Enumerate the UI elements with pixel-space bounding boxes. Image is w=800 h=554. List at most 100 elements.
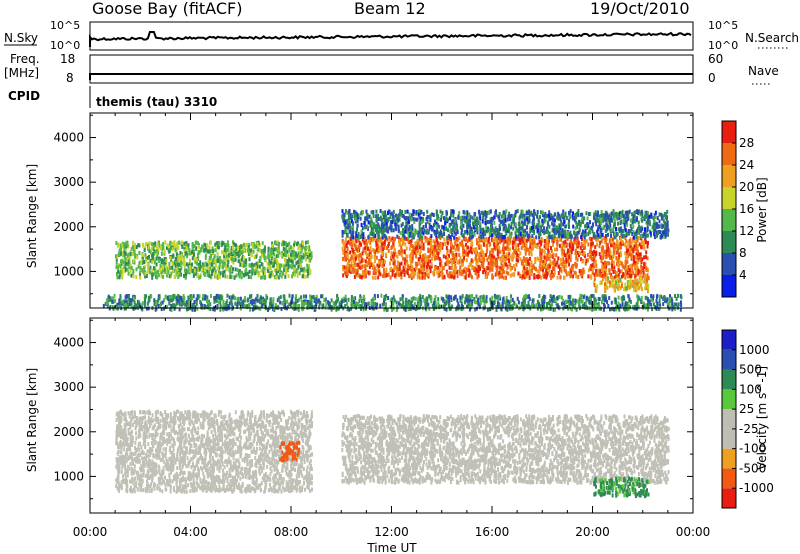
- power-cell: [242, 255, 245, 260]
- power-cell: [363, 236, 366, 241]
- power-cell: [396, 254, 399, 259]
- power-cell: [400, 223, 403, 228]
- power-cell: [117, 269, 120, 274]
- power-cell: [501, 219, 504, 224]
- power-cell: [559, 262, 562, 267]
- power-cell: [400, 275, 403, 280]
- power-cell: [151, 260, 154, 265]
- power-cell: [546, 244, 548, 249]
- power-cell: [302, 255, 305, 260]
- power-cell: [286, 249, 289, 254]
- power-cell: [156, 241, 159, 246]
- power-cell: [533, 225, 536, 230]
- power-cell: [538, 235, 541, 240]
- power-cell: [566, 233, 569, 237]
- power-cell: [380, 245, 383, 250]
- power-cell: [429, 269, 432, 274]
- power-cell: [282, 240, 285, 245]
- power-cell: [356, 262, 359, 267]
- power-cell: [220, 243, 223, 248]
- power-cell: [232, 260, 235, 265]
- power-cell: [130, 265, 133, 270]
- power-cell: [255, 254, 258, 259]
- power-cell: [576, 236, 579, 241]
- power-cell: [506, 254, 509, 259]
- power-cell: [559, 275, 562, 280]
- power-cell: [558, 223, 561, 228]
- power-cell: [476, 269, 479, 274]
- power-cell: [603, 240, 606, 245]
- power-cell: [232, 258, 235, 263]
- power-cell: [433, 269, 436, 274]
- power-cell: [541, 229, 544, 234]
- power-cell: [432, 253, 435, 258]
- power-cell: [310, 251, 313, 256]
- power-cell: [134, 242, 137, 247]
- power-cell: [610, 233, 612, 238]
- power-cell: [254, 268, 257, 273]
- power-cell: [441, 242, 444, 247]
- power-cell: [591, 252, 594, 256]
- power-cell: [189, 265, 192, 270]
- power-cell: [421, 270, 424, 275]
- power-cell: [511, 245, 514, 250]
- power-cell: [268, 258, 271, 263]
- power-cell: [349, 269, 352, 274]
- power-cell: [284, 274, 287, 279]
- power-cell: [597, 210, 599, 215]
- power-cell: [403, 265, 405, 270]
- power-cell: [201, 244, 204, 249]
- power-cell: [530, 252, 533, 257]
- power-cell: [508, 233, 511, 237]
- power-cell: [383, 222, 385, 227]
- power-cell: [124, 248, 127, 253]
- power-cell: [241, 270, 243, 275]
- power-cell: [191, 269, 194, 274]
- power-cell: [475, 247, 478, 251]
- power-cell: [436, 270, 439, 275]
- power-cell: [620, 261, 623, 266]
- power-cell: [224, 274, 227, 279]
- power-cell: [433, 240, 436, 245]
- power-cell: [303, 266, 306, 271]
- power-cell: [640, 209, 643, 214]
- power-cell: [487, 228, 490, 233]
- power-cell: [565, 269, 567, 274]
- power-cell: [658, 219, 661, 224]
- power-cell: [121, 271, 124, 276]
- power-cell: [477, 259, 480, 264]
- power-cell: [250, 262, 253, 267]
- power-cell: [199, 264, 202, 269]
- power-cell: [613, 219, 616, 224]
- power-cell: [208, 274, 211, 278]
- power-cell: [294, 251, 297, 256]
- power-cell: [463, 275, 466, 279]
- power-cell: [624, 256, 627, 261]
- power-cell: [127, 260, 129, 265]
- power-cell: [523, 239, 526, 244]
- power-cell: [568, 255, 571, 260]
- power-cell: [603, 274, 606, 279]
- power-cell: [430, 224, 433, 229]
- power-cell: [509, 262, 512, 267]
- power-cell: [615, 227, 617, 231]
- power-cell: [289, 252, 292, 257]
- power-cell: [408, 227, 410, 232]
- power-cell: [216, 241, 219, 246]
- power-cell: [278, 273, 281, 277]
- power-cell: [197, 273, 199, 278]
- power-cell: [345, 243, 348, 248]
- power-cell: [232, 255, 235, 260]
- power-cell: [393, 259, 396, 264]
- power-cell: [537, 275, 539, 280]
- power-cell: [599, 240, 602, 245]
- power-cell: [252, 242, 255, 246]
- power-cell: [556, 262, 558, 267]
- power-cell: [627, 265, 630, 270]
- power-cell: [129, 268, 132, 273]
- power-cell: [202, 268, 205, 273]
- power-cell: [626, 267, 629, 272]
- power-cell: [389, 261, 392, 266]
- power-cell: [229, 271, 232, 276]
- power-cell: [226, 247, 229, 252]
